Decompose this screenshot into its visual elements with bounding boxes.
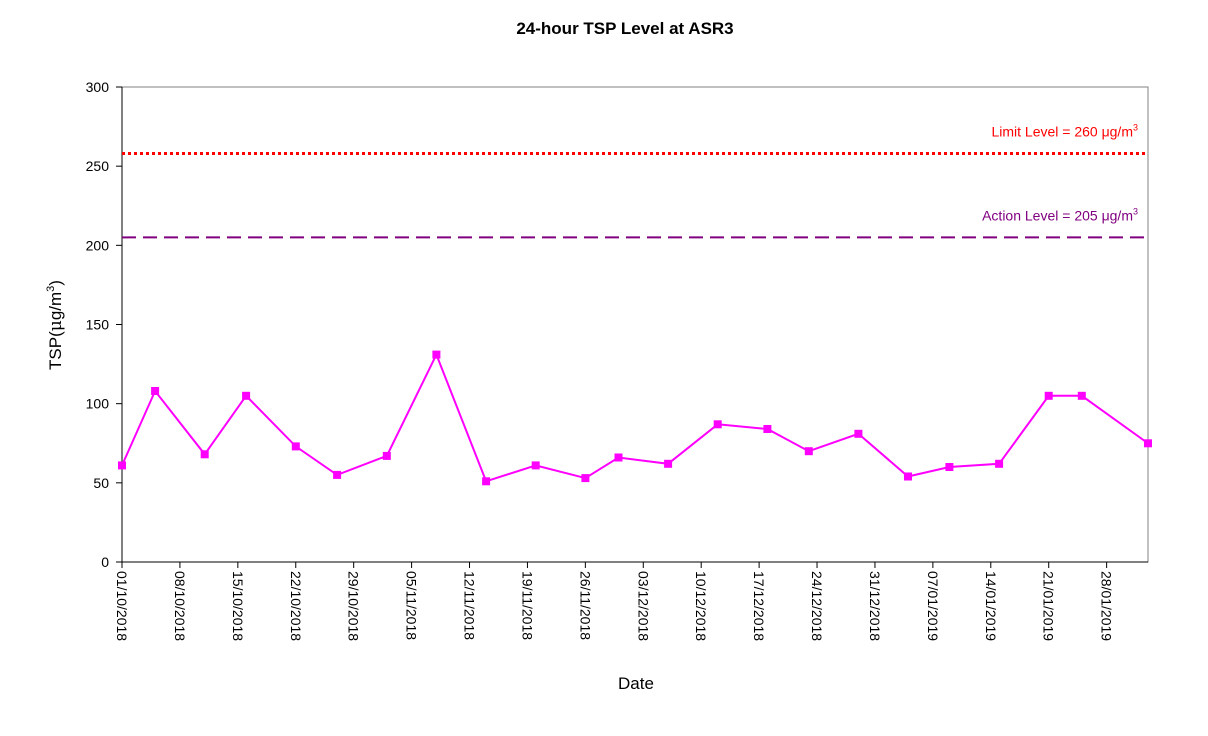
data-point — [1044, 391, 1053, 400]
x-tick-label: 31/12/2018 — [867, 571, 883, 641]
y-axis-label-mu: μ — [46, 320, 66, 331]
data-point — [333, 470, 342, 479]
y-axis-label-unit: g/m — [46, 292, 65, 320]
data-point — [614, 453, 623, 462]
x-tick-label: 05/11/2018 — [404, 571, 420, 640]
y-tick-label: 0 — [101, 554, 109, 570]
y-tick-label: 150 — [86, 317, 110, 333]
data-point — [854, 429, 863, 438]
data-point — [200, 450, 209, 459]
x-tick-label: 19/11/2018 — [519, 571, 535, 640]
x-tick-label: 12/11/2018 — [462, 571, 478, 640]
limit-level-label: Limit Level = 260 μg/m3 — [991, 123, 1138, 140]
data-point — [118, 461, 126, 470]
plot-area — [121, 86, 1149, 563]
data-point — [482, 477, 491, 486]
x-tick-label: 21/01/2019 — [1041, 571, 1057, 641]
x-tick-label: 08/10/2018 — [172, 571, 188, 641]
y-tick-label: 100 — [86, 396, 110, 412]
x-tick-label: 26/11/2018 — [577, 571, 593, 640]
x-axis-label: Date — [618, 674, 654, 693]
data-point — [664, 459, 673, 468]
data-point — [382, 451, 391, 460]
data-point — [1077, 391, 1086, 400]
data-point — [242, 391, 251, 400]
data-point — [995, 459, 1004, 468]
chart-title: 24-hour TSP Level at ASR3 — [516, 19, 733, 38]
data-point — [581, 474, 590, 483]
action-level-label: Action Level = 205 μg/m3 — [982, 206, 1138, 223]
x-tick-label: 17/12/2018 — [751, 571, 767, 641]
data-point — [1144, 439, 1152, 448]
data-point — [945, 463, 954, 471]
x-tick-label: 22/10/2018 — [288, 571, 304, 641]
x-tick-label: 15/10/2018 — [230, 571, 246, 641]
y-tick-label: 50 — [93, 475, 109, 491]
x-tick-label: 29/10/2018 — [346, 571, 362, 641]
data-point — [291, 442, 300, 451]
x-tick-label: 07/01/2019 — [925, 571, 941, 641]
x-tick-label: 03/12/2018 — [635, 571, 651, 641]
data-point — [763, 425, 772, 433]
y-axis-label-prefix: TSP( — [46, 331, 65, 370]
y-axis-label: TSP(μg/m3) — [45, 280, 66, 370]
x-tick-label: 10/12/2018 — [693, 571, 709, 641]
y-tick-label: 250 — [86, 158, 110, 174]
series-line — [121, 352, 1149, 483]
data-point — [804, 447, 813, 456]
data-point — [904, 472, 912, 481]
y-axis-label-superscript: 3 — [45, 286, 57, 292]
x-tick-label: 14/01/2019 — [983, 571, 999, 641]
y-tick-label: 200 — [86, 237, 110, 253]
y-tick-label: 300 — [86, 79, 110, 95]
data-point — [531, 461, 540, 470]
data-point — [151, 387, 160, 395]
data-point — [432, 350, 441, 359]
x-tick-label: 28/01/2019 — [1099, 571, 1115, 641]
x-tick-label: 24/12/2018 — [809, 571, 825, 641]
y-axis-label-close: ) — [46, 280, 65, 286]
data-point — [713, 420, 722, 429]
x-tick-label: 01/10/2018 — [114, 571, 130, 641]
